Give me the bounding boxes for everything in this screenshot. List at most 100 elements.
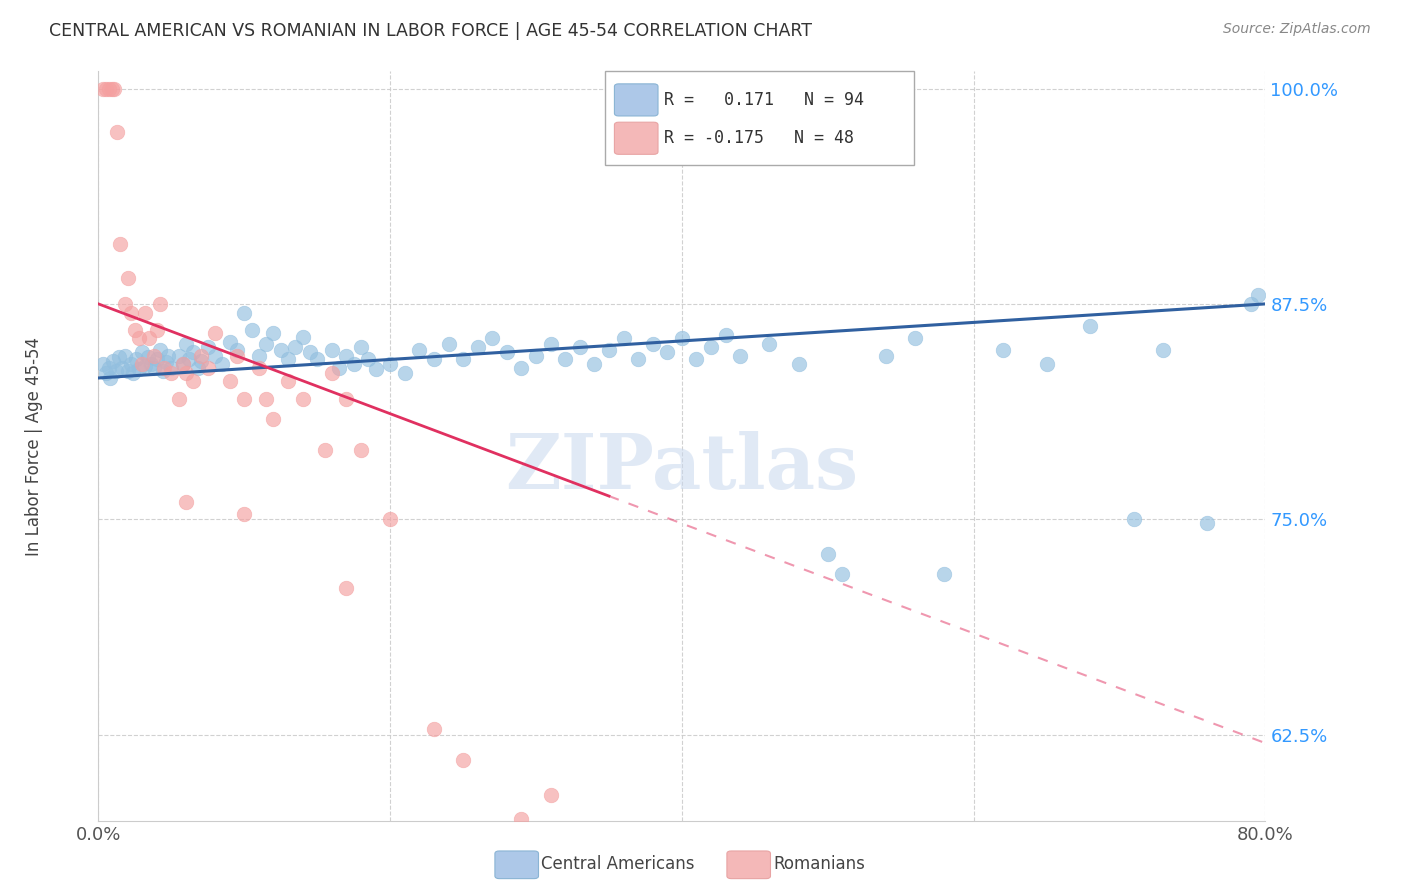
Point bbox=[98, 371, 121, 385]
Point bbox=[117, 271, 139, 285]
Point bbox=[1247, 288, 1270, 302]
Point bbox=[167, 349, 190, 363]
Point bbox=[91, 357, 114, 371]
Point bbox=[423, 723, 446, 737]
Point bbox=[142, 360, 165, 375]
Point bbox=[120, 357, 142, 371]
Point bbox=[540, 336, 562, 351]
Point bbox=[467, 340, 489, 354]
Point bbox=[817, 547, 839, 561]
Point bbox=[204, 349, 226, 363]
Point bbox=[277, 375, 299, 389]
Point bbox=[240, 323, 263, 337]
Point bbox=[335, 349, 357, 363]
Point bbox=[190, 349, 212, 363]
Point bbox=[105, 125, 128, 139]
Point bbox=[104, 364, 127, 378]
Point bbox=[160, 360, 183, 375]
Point bbox=[451, 753, 474, 767]
Point bbox=[1240, 297, 1263, 311]
Point bbox=[128, 331, 150, 345]
Point bbox=[321, 343, 343, 358]
Point bbox=[524, 349, 547, 363]
Point bbox=[149, 297, 172, 311]
Text: Source: ZipAtlas.com: Source: ZipAtlas.com bbox=[1223, 22, 1371, 37]
Point bbox=[139, 357, 162, 371]
Point bbox=[91, 81, 114, 95]
Point bbox=[904, 331, 927, 345]
Point bbox=[149, 343, 172, 358]
Point bbox=[380, 512, 402, 526]
Point bbox=[233, 305, 256, 319]
Point bbox=[94, 81, 117, 95]
Point bbox=[146, 323, 169, 337]
Point bbox=[153, 360, 176, 375]
Point bbox=[128, 362, 150, 376]
Point bbox=[685, 351, 707, 366]
Point bbox=[510, 360, 533, 375]
Point bbox=[218, 375, 240, 389]
Point bbox=[157, 349, 180, 363]
Point bbox=[97, 81, 120, 95]
Point bbox=[875, 349, 897, 363]
Point bbox=[172, 357, 194, 371]
Point bbox=[451, 351, 474, 366]
Point bbox=[103, 81, 125, 95]
Point bbox=[134, 359, 156, 373]
Point bbox=[138, 331, 160, 345]
Point bbox=[700, 340, 723, 354]
Point bbox=[125, 351, 148, 366]
Point bbox=[110, 236, 132, 251]
Point bbox=[291, 392, 314, 406]
Point bbox=[167, 392, 190, 406]
Y-axis label: In Labor Force | Age 45-54: In Labor Force | Age 45-54 bbox=[25, 336, 42, 556]
Point bbox=[174, 495, 197, 509]
Point bbox=[657, 345, 679, 359]
Point bbox=[124, 323, 146, 337]
Point bbox=[174, 366, 197, 380]
Point bbox=[540, 788, 562, 802]
Point bbox=[277, 351, 299, 366]
Point bbox=[181, 375, 204, 389]
Point bbox=[627, 351, 650, 366]
Point bbox=[291, 329, 314, 343]
Point bbox=[437, 336, 460, 351]
Point bbox=[136, 351, 159, 365]
Point bbox=[350, 340, 373, 354]
Point bbox=[335, 392, 357, 406]
Point bbox=[730, 349, 752, 363]
Point bbox=[831, 567, 853, 582]
Point bbox=[481, 331, 503, 345]
Point bbox=[1152, 343, 1174, 358]
Point bbox=[190, 353, 212, 368]
Point bbox=[321, 366, 343, 380]
Point bbox=[134, 305, 156, 319]
Point bbox=[641, 336, 664, 351]
Point bbox=[408, 343, 430, 358]
Point bbox=[598, 343, 620, 358]
Point bbox=[94, 366, 117, 380]
Point bbox=[187, 360, 209, 375]
Point bbox=[247, 349, 270, 363]
Point bbox=[262, 412, 284, 426]
Point bbox=[1195, 516, 1218, 530]
Point bbox=[122, 366, 145, 380]
Point bbox=[496, 345, 519, 359]
Point bbox=[423, 351, 446, 366]
Point bbox=[343, 357, 366, 371]
Point bbox=[101, 353, 124, 368]
Point bbox=[787, 357, 810, 371]
Text: Romanians: Romanians bbox=[773, 855, 865, 873]
Point bbox=[174, 336, 197, 351]
Point bbox=[350, 443, 373, 458]
Point bbox=[131, 357, 153, 371]
Text: Central Americans: Central Americans bbox=[541, 855, 695, 873]
Point bbox=[197, 360, 219, 375]
Point bbox=[262, 326, 284, 341]
Point bbox=[181, 345, 204, 359]
Point bbox=[211, 357, 233, 371]
Point bbox=[298, 345, 321, 359]
Point bbox=[328, 360, 350, 375]
Point bbox=[108, 351, 131, 365]
Point bbox=[1123, 512, 1146, 526]
